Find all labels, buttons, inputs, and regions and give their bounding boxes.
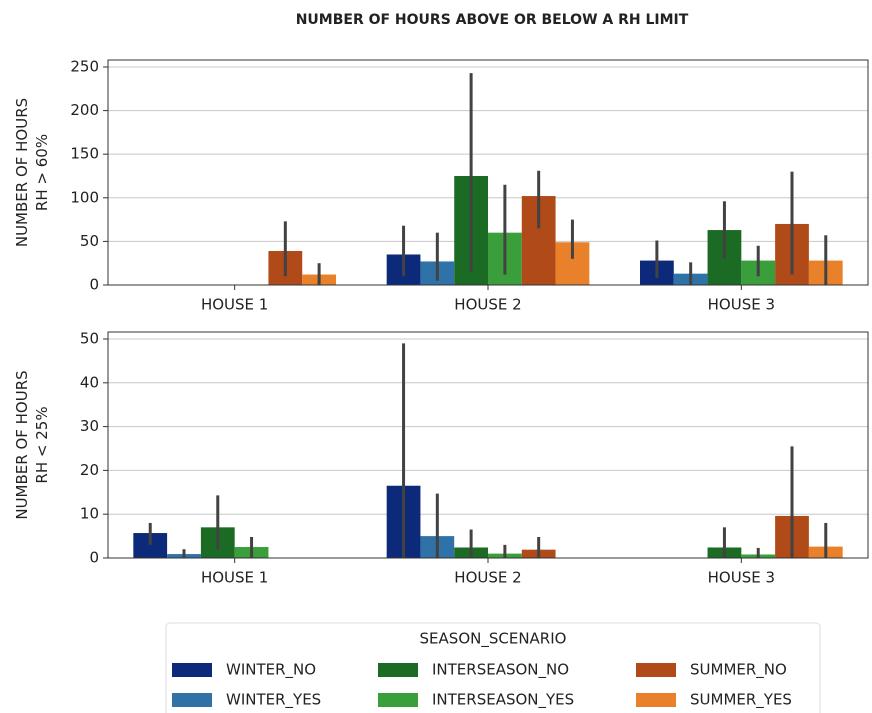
y-axis-label-line: NUMBER OF HOURS — [13, 370, 31, 519]
legend-title: SEASON_SCENARIO — [420, 630, 567, 649]
legend-label: INTERSEASON_NO — [432, 661, 569, 680]
x-tick-label: HOUSE 1 — [201, 569, 268, 587]
legend-label: INTERSEASON_YES — [432, 691, 574, 710]
legend-label: WINTER_NO — [226, 661, 316, 680]
y-tick-label: 50 — [80, 232, 99, 250]
legend-swatch — [172, 663, 212, 677]
y-axis-label-line: RH < 25% — [33, 406, 51, 483]
y-tick-label: 40 — [80, 373, 99, 391]
x-tick-label: HOUSE 2 — [454, 569, 521, 587]
legend-swatch — [172, 693, 212, 707]
y-axis-label-line: RH > 60% — [33, 134, 51, 211]
y-tick-label: 0 — [89, 276, 99, 294]
y-tick-label: 20 — [80, 461, 99, 479]
legend-label: WINTER_YES — [226, 691, 321, 710]
y-axis-label: NUMBER OF HOURS RH < 25% — [13, 370, 51, 519]
y-tick-label: 0 — [89, 549, 99, 567]
x-tick-label: HOUSE 3 — [708, 296, 775, 314]
plot-frame — [107, 59, 869, 286]
legend-label: SUMMER_YES — [690, 691, 792, 710]
y-tick-label: 50 — [80, 330, 99, 348]
y-axis-label-line: NUMBER OF HOURS — [13, 98, 31, 247]
legend-swatch — [378, 693, 418, 707]
x-tick-label: HOUSE 1 — [201, 296, 268, 314]
y-tick-label: 250 — [70, 57, 99, 75]
legend-swatch — [636, 693, 676, 707]
y-tick-label: 200 — [70, 101, 99, 119]
legend-box — [165, 622, 821, 713]
legend-swatch — [378, 663, 418, 677]
y-axis-label: NUMBER OF HOURS RH > 60% — [13, 98, 51, 247]
y-tick-label: 30 — [80, 417, 99, 435]
legend-label: SUMMER_NO — [690, 661, 787, 680]
x-tick-label: HOUSE 3 — [708, 569, 775, 587]
y-tick-label: 100 — [70, 188, 99, 206]
y-tick-label: 10 — [80, 505, 99, 523]
legend-swatch — [636, 663, 676, 677]
y-tick-label: 150 — [70, 145, 99, 163]
chart-title: NUMBER OF HOURS ABOVE OR BELOW A RH LIMI… — [296, 12, 689, 28]
x-tick-label: HOUSE 2 — [454, 296, 521, 314]
plot-frame — [107, 331, 869, 559]
